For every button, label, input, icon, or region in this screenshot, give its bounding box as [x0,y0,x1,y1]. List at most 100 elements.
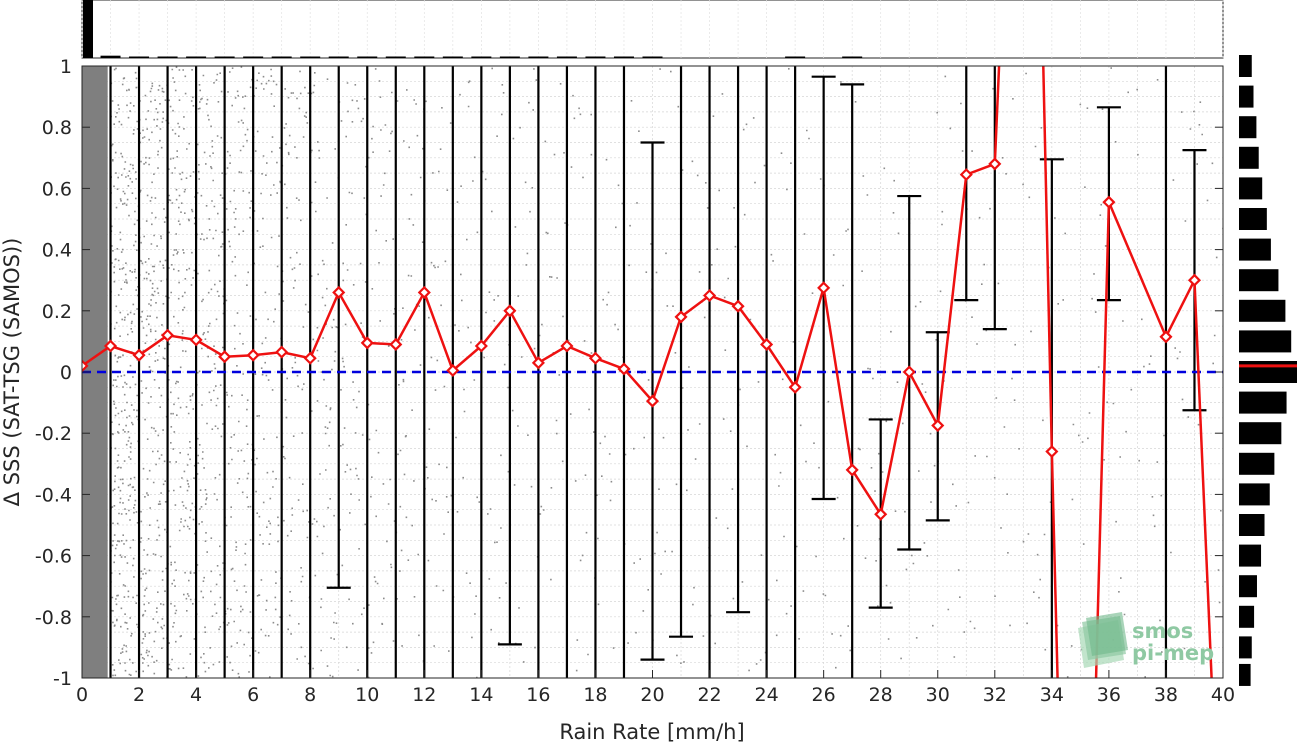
mean-marker [531,356,545,370]
top-histogram-grid [81,0,1224,58]
mean-marker [132,348,146,362]
top-histogram-bar [842,56,863,58]
x-axis-ticks: 0 2 4 6 8 10 12 14 16 18 20 22 24 26 28 30 32 34 36 38 40 [76,670,1235,706]
mean-marker [332,285,346,299]
right-histogram-bar [1239,330,1292,353]
mean-marker [474,339,488,353]
mean-line-offscale-segment [1193,280,1213,678]
error-bar [982,66,1007,331]
right-histogram-bar [1239,146,1259,169]
top-histogram-bar [556,56,577,58]
mean-marker [760,337,774,352]
mean-line-offscale-segment [1050,451,1059,678]
error-bar [840,83,865,678]
x-tick-label: 18 [583,684,607,706]
y-tick-label: -1 [53,668,72,690]
mean-marker [874,507,888,521]
right-histogram-bar [1239,483,1270,506]
logo-line1: smos [1132,619,1193,643]
right-histogram-bar [1239,299,1286,322]
top-histogram-bar [442,56,463,58]
y-tick-label: 0.8 [42,117,72,139]
top-histogram-bar [100,55,121,58]
top-histogram-bar [243,56,264,58]
mean-marker [959,168,973,182]
mean-marker [1045,445,1059,459]
mean-marker [702,288,717,303]
y-tick-label: 0 [60,362,72,384]
mean-marker [588,351,603,365]
mean-marker [617,362,631,376]
error-bar [497,66,522,646]
top-histogram-bar [613,56,634,58]
top-histogram-bar [186,56,207,58]
right-histogram-bar [1239,575,1257,598]
logo-line2: pi-mep [1132,641,1214,665]
logo-mark [1078,612,1128,668]
right-histogram-bar [1239,544,1262,567]
mean-marker [1102,195,1116,209]
y-axis-ticks: -1 -0.8 -0.6 -0.4 -0.2 0 0.2 0.4 0.6 0.8 1 [35,56,1223,690]
top-histogram-bar [271,56,292,58]
mean-marker [817,281,831,295]
x-tick-label: 32 [983,684,1007,706]
y-tick-label: 1 [60,56,72,78]
x-tick-label: 34 [1040,684,1064,706]
right-histogram [1239,55,1297,686]
y-tick-label: -0.2 [35,423,72,445]
right-histogram-bar [1239,85,1254,108]
x-tick-label: 14 [469,684,493,706]
right-histogram-bar [1239,605,1255,628]
x-tick-label: 30 [926,684,950,706]
top-histogram-bar [785,56,806,58]
mean-marker [560,339,574,353]
mean-marker [189,333,203,347]
top-histogram-bar [528,56,549,58]
mean-marker [674,310,688,324]
y-tick-label: -0.4 [35,484,72,506]
x-tick-label: 36 [1097,684,1121,706]
mean-marker [417,285,431,299]
mean-marker [82,359,89,373]
mean-marker [788,380,802,394]
y-tick-label: -0.6 [35,546,72,568]
right-histogram-bar [1239,514,1265,536]
x-tick-label: 10 [355,684,379,706]
right-histogram-bar [1239,663,1251,686]
right-histogram-bar [1239,238,1271,261]
y-tick-label: 0.6 [42,178,72,200]
top-histogram-bar [157,56,178,58]
error-bar [726,66,751,614]
right-histogram-bar [1239,636,1252,659]
y-tick-label: 0.2 [42,301,72,323]
top-histogram-bar [414,56,435,58]
mean-marker [503,304,517,318]
mean-marker [218,350,232,364]
x-tick-label: 26 [812,684,836,706]
mean-markers [82,157,1202,521]
mean-marker [446,363,460,378]
mean-line-offscale-segment [1094,202,1111,678]
top-histogram-bar [385,56,406,58]
mean-marker [902,365,916,379]
mean-marker [988,157,1002,171]
top-histogram-bar [214,56,235,58]
main-plot: 0 2 4 6 8 10 12 14 16 18 20 22 24 26 28 30 32 34 36 38 40 -1… [35,56,1235,706]
mean-marker [275,345,289,359]
y-axis-title: Δ SSS (SAT-TSG (SAMOS)) [0,238,24,507]
right-histogram-bar [1239,55,1252,77]
top-histogram-bar [357,56,378,58]
mean-marker [103,339,118,353]
mean-line-offscale-segment [1042,66,1054,452]
y-tick-label: -0.8 [35,607,72,629]
right-histogram-bar [1239,361,1297,383]
x-tick-label: 6 [247,684,259,706]
x-tick-label: 24 [755,684,779,706]
mean-marker [389,337,403,352]
x-tick-label: 20 [640,684,664,706]
mean-line-offscale-segment [993,66,1001,164]
x-tick-label: 16 [526,684,550,706]
x-axis-title: Rain Rate [mm/h] [559,720,744,744]
right-histogram-bar [1239,177,1263,200]
